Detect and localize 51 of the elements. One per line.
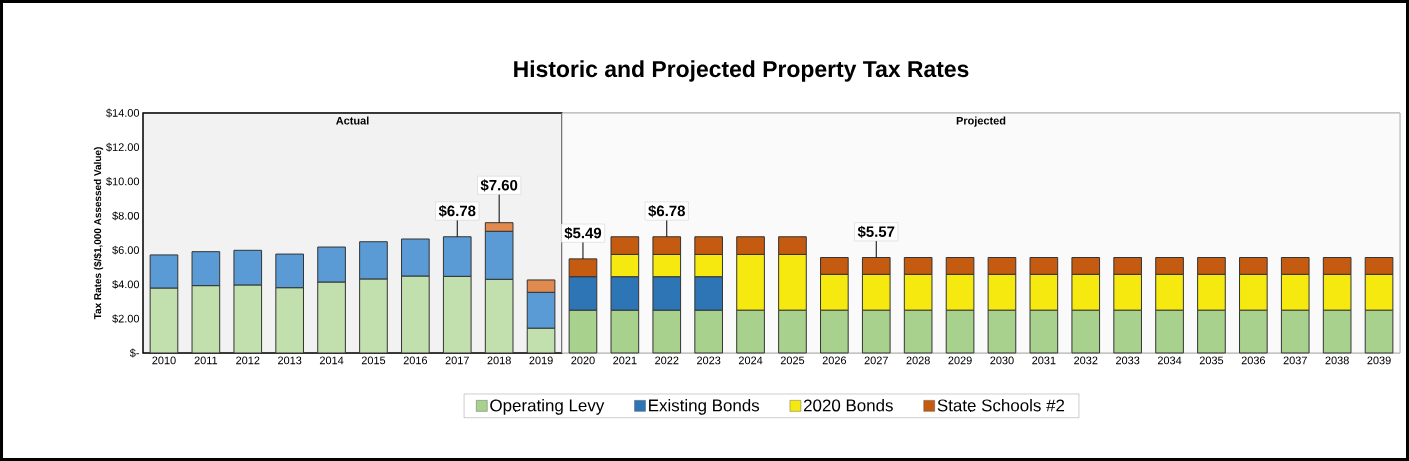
y-tick-label: $2.00	[112, 314, 140, 324]
annotation: $5.49	[564, 227, 602, 240]
x-tick-label: 2010	[152, 356, 176, 365]
x-tick-label: 2021	[613, 356, 637, 365]
legend-label: Operating Levy	[490, 398, 605, 415]
legend-label: State Schools #2	[937, 398, 1065, 412]
y-tick-label: $12.00	[106, 142, 140, 152]
y-axis-title: Tax Rates ($/$1,000 Assessed Value)	[93, 147, 104, 320]
x-tick-label: 2035	[1199, 356, 1224, 365]
x-tick-label: 2011	[194, 356, 218, 365]
x-tick-label: 2037	[1283, 356, 1307, 365]
x-tick-label: 2022	[655, 356, 679, 365]
x-tick-label: 2032	[1074, 356, 1098, 365]
band-label: Actual	[336, 116, 369, 125]
y-tick-label: $-	[129, 348, 139, 358]
x-tick-label: 2033	[1116, 356, 1140, 365]
x-tick-label: 2038	[1325, 356, 1349, 365]
x-tick-label: 2028	[906, 356, 930, 365]
x-tick-label: 2018	[487, 356, 511, 365]
x-tick-label: 2030	[990, 356, 1014, 365]
y-tick-label: $6.00	[112, 245, 140, 255]
x-tick-label: 2024	[738, 356, 763, 365]
annotation: $6.78	[438, 204, 476, 218]
x-tick-label: 2023	[697, 356, 721, 365]
x-tick-label: 2013	[278, 356, 302, 365]
x-tick-label: 2031	[1032, 356, 1056, 365]
x-tick-label: 2034	[1157, 356, 1182, 365]
x-tick-label: 2027	[864, 356, 888, 365]
x-tick-label: 2039	[1367, 356, 1391, 365]
legend-label: 2020 Bonds	[803, 398, 893, 412]
band-label: Projected	[956, 116, 1006, 127]
x-tick-label: 2020	[571, 356, 595, 365]
legend-label: Existing Bonds	[649, 398, 760, 415]
x-tick-label: 2015	[361, 356, 386, 365]
x-tick-label: 2026	[822, 356, 847, 365]
annotation: $7.60	[480, 179, 518, 192]
x-tick-label: 2012	[236, 356, 260, 365]
y-tick-label: $14.00	[106, 108, 140, 118]
y-tick-label: $8.00	[112, 211, 140, 221]
x-tick-label: 2014	[319, 356, 344, 365]
y-tick-label: $4.00	[112, 279, 140, 289]
annotation: $6.78	[648, 204, 685, 218]
chart-title: Historic and Projected Property Tax Rates	[514, 60, 969, 82]
x-tick-label: 2025	[780, 356, 805, 365]
x-tick-label: 2019	[529, 356, 553, 365]
x-tick-label: 2036	[1241, 356, 1266, 365]
annotation: $5.57	[857, 225, 895, 238]
x-tick-label: 2017	[445, 356, 469, 365]
y-tick-label: $10.00	[106, 177, 140, 186]
x-tick-label: 2016	[403, 356, 428, 365]
x-tick-label: 2029	[948, 356, 972, 365]
